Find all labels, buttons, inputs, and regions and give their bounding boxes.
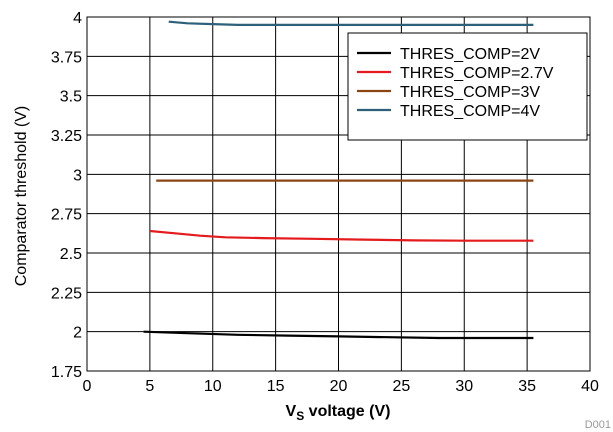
legend-label-3: THRES_COMP=3V — [400, 84, 540, 101]
x-axis-label-main: V — [286, 403, 297, 420]
x-tick-label: 25 — [392, 378, 410, 395]
x-axis-label: VS voltage (V) — [286, 403, 391, 423]
x-tick-label: 30 — [455, 378, 473, 395]
legend: THRES_COMP=2V THRES_COMP=2.7V THRES_COMP=3… — [347, 32, 588, 141]
x-axis-label-rest: voltage (V) — [304, 403, 390, 420]
y-tick-labels: 1.75 2 2.25 2.5 2.75 3 3.25 3.5 3.75 4 — [51, 10, 82, 381]
x-tick-label: 20 — [330, 378, 348, 395]
x-tick-labels: 0 5 10 15 20 25 30 35 40 — [83, 378, 599, 395]
plot-frame — [86, 16, 591, 372]
x-tick-label: 0 — [83, 378, 92, 395]
legend-box — [347, 32, 588, 141]
series-line-4 — [168, 20, 534, 26]
y-tick-label: 2.25 — [51, 285, 82, 302]
legend-label-4: THRES_COMP=4V — [400, 103, 540, 120]
x-tick-label: 15 — [267, 378, 285, 395]
series-lines — [143, 20, 534, 340]
y-tick-label: 2 — [73, 325, 82, 342]
series-line-2 — [149, 229, 534, 242]
y-tick-label: 2.75 — [51, 207, 82, 224]
y-tick-label: 4 — [73, 10, 82, 27]
y-tick-label: 3.25 — [51, 128, 82, 145]
figure-id: D001 — [585, 419, 611, 431]
x-tick-label: 5 — [145, 378, 154, 395]
x-tick-label: 40 — [581, 378, 599, 395]
y-tick-label: 3 — [73, 167, 82, 184]
x-tick-label: 35 — [518, 378, 536, 395]
series-line-1 — [143, 330, 534, 340]
y-tick-label: 2.5 — [60, 246, 82, 263]
legend-label-1: THRES_COMP=2V — [400, 46, 540, 63]
y-tick-label: 3.75 — [51, 49, 82, 66]
legend-label-2: THRES_COMP=2.7V — [400, 65, 554, 82]
y-tick-label: 1.75 — [51, 364, 82, 381]
y-tick-label: 3.5 — [60, 89, 82, 106]
y-axis-label: Comparator threshold (V) — [13, 106, 30, 287]
x-tick-label: 10 — [204, 378, 222, 395]
x-axis-label-subscript: S — [296, 409, 304, 423]
